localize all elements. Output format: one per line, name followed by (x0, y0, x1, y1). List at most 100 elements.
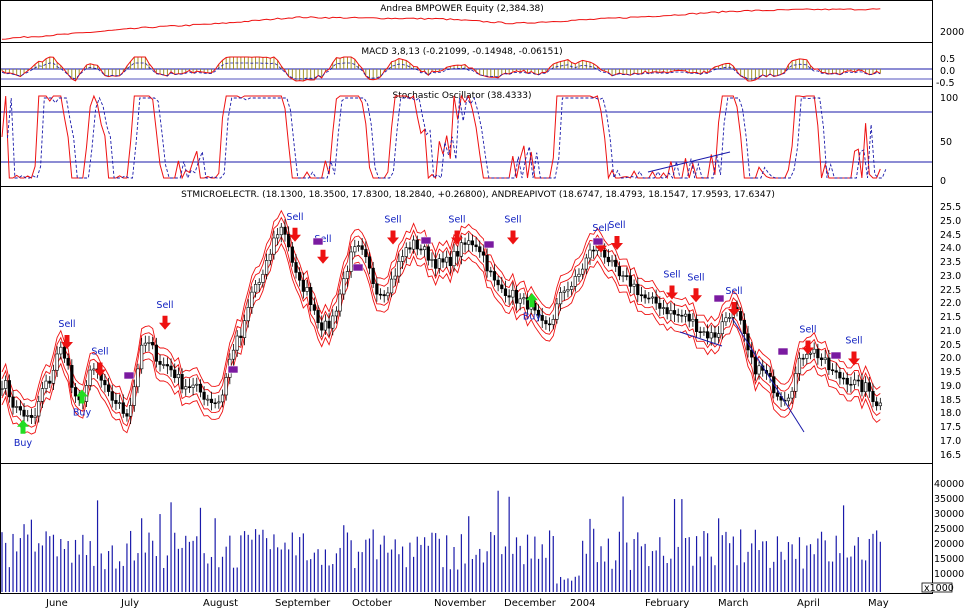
candle-body (830, 369, 835, 372)
candle-body (581, 268, 585, 275)
candle-body (621, 275, 625, 277)
price-tick-label: 23.0 (940, 271, 961, 282)
volume-tick-label: 25000 (934, 524, 964, 535)
candle-body (797, 357, 802, 374)
candle-body (470, 240, 475, 246)
price-tick-label: 22.0 (940, 298, 961, 309)
candle-body (724, 317, 728, 323)
candle-body (180, 374, 184, 390)
candle-body (59, 346, 63, 355)
pivot-marker (352, 263, 364, 272)
month-label: February (645, 598, 689, 608)
stochastic-tick-label: 50 (940, 137, 952, 148)
candle-body (496, 279, 500, 286)
trendline (731, 317, 805, 433)
candle-body (558, 292, 563, 305)
candle-body (323, 320, 328, 331)
candle-body (875, 401, 879, 407)
macd-title: MACD 3,8,13 (-0.21099, -0.14948, -0.0615… (361, 47, 562, 57)
candle-body (698, 331, 702, 333)
pivot-band-upper-1 (1, 216, 881, 409)
candle-body (320, 322, 324, 331)
candle-body (48, 380, 52, 384)
sell-arrow (159, 315, 171, 330)
candle-body (625, 275, 629, 277)
buy-arrow (526, 293, 538, 308)
sell-arrow (289, 227, 301, 242)
candle-body (298, 272, 302, 281)
candle-body (378, 293, 383, 296)
candle-body (661, 307, 666, 309)
signals-layer: BuySellBuySellSellSellSellSellSellSellBu… (14, 212, 863, 449)
candle-body (22, 409, 26, 417)
candle-body (742, 320, 746, 334)
price-tick-label: 21.5 (940, 312, 961, 323)
candle-body (220, 394, 225, 403)
candle-body (132, 386, 136, 406)
candle-body (143, 342, 147, 346)
sell-signal-label: Sell (725, 286, 742, 297)
candle-body (408, 247, 412, 250)
candle-body (415, 239, 419, 250)
candle-body (665, 307, 669, 315)
macd-tick-label: 0.0 (940, 66, 955, 77)
candle-body (290, 246, 294, 263)
candle-body (389, 278, 394, 294)
candle-body (242, 320, 247, 338)
candle-body (334, 310, 339, 317)
volume-tick-label: 35000 (934, 494, 964, 505)
sell-signal-label: Sell (286, 212, 303, 223)
equity-line (1, 8, 881, 40)
candle-body (349, 251, 353, 272)
candle-body (492, 271, 497, 281)
candle-body (463, 242, 467, 245)
volume-axis: 40000 35000 30000 25000 20000 15000 1000… (921, 479, 964, 594)
price-tick-label: 19.0 (940, 381, 961, 392)
candle-body (841, 377, 846, 380)
candle-body (728, 317, 732, 319)
candle-body (154, 344, 158, 362)
volume-panel (0, 463, 933, 594)
pivot-band-lower-1 (1, 235, 881, 428)
candle-body (808, 352, 813, 355)
candle-body (573, 276, 577, 287)
price-layer (0, 209, 882, 435)
candle-body (426, 246, 430, 261)
sell-signal-label: Sell (687, 272, 704, 283)
candle-body (672, 310, 677, 315)
candle-body (423, 246, 427, 251)
price-axis: 25.5 25.0 24.5 24.0 23.5 23.0 22.5 22.0 … (940, 202, 961, 461)
price-tick-label: 25.5 (940, 202, 961, 213)
candle-body (456, 251, 460, 257)
candle-body (452, 251, 456, 267)
candle-body (15, 406, 19, 408)
candle-body (805, 354, 809, 359)
sell-signal-label: Sell (845, 336, 862, 347)
candle-body (702, 331, 706, 333)
candle-body (705, 331, 710, 339)
price-tick-label: 21.0 (940, 326, 961, 337)
candle-body (191, 384, 195, 388)
candle-body (33, 415, 37, 418)
candle-body (683, 313, 688, 317)
candle-body (29, 415, 34, 418)
candle-body (434, 259, 438, 269)
candle-body (279, 226, 283, 236)
candle-body (147, 342, 151, 344)
candle-body (801, 357, 805, 360)
candle-body (187, 386, 192, 388)
candle-body (66, 357, 70, 366)
candle-body (250, 291, 254, 308)
candle-body (849, 383, 853, 386)
volume-tick-label: 20000 (934, 539, 964, 550)
candle-body (37, 401, 41, 417)
candle-body (312, 304, 316, 311)
candle-body (114, 400, 118, 404)
sell-arrow (507, 230, 519, 245)
sell-arrow (317, 249, 329, 264)
candle-body (514, 289, 519, 304)
candle-body (125, 413, 129, 417)
candle-body (103, 379, 107, 386)
sell-signal-label: Sell (58, 319, 75, 330)
